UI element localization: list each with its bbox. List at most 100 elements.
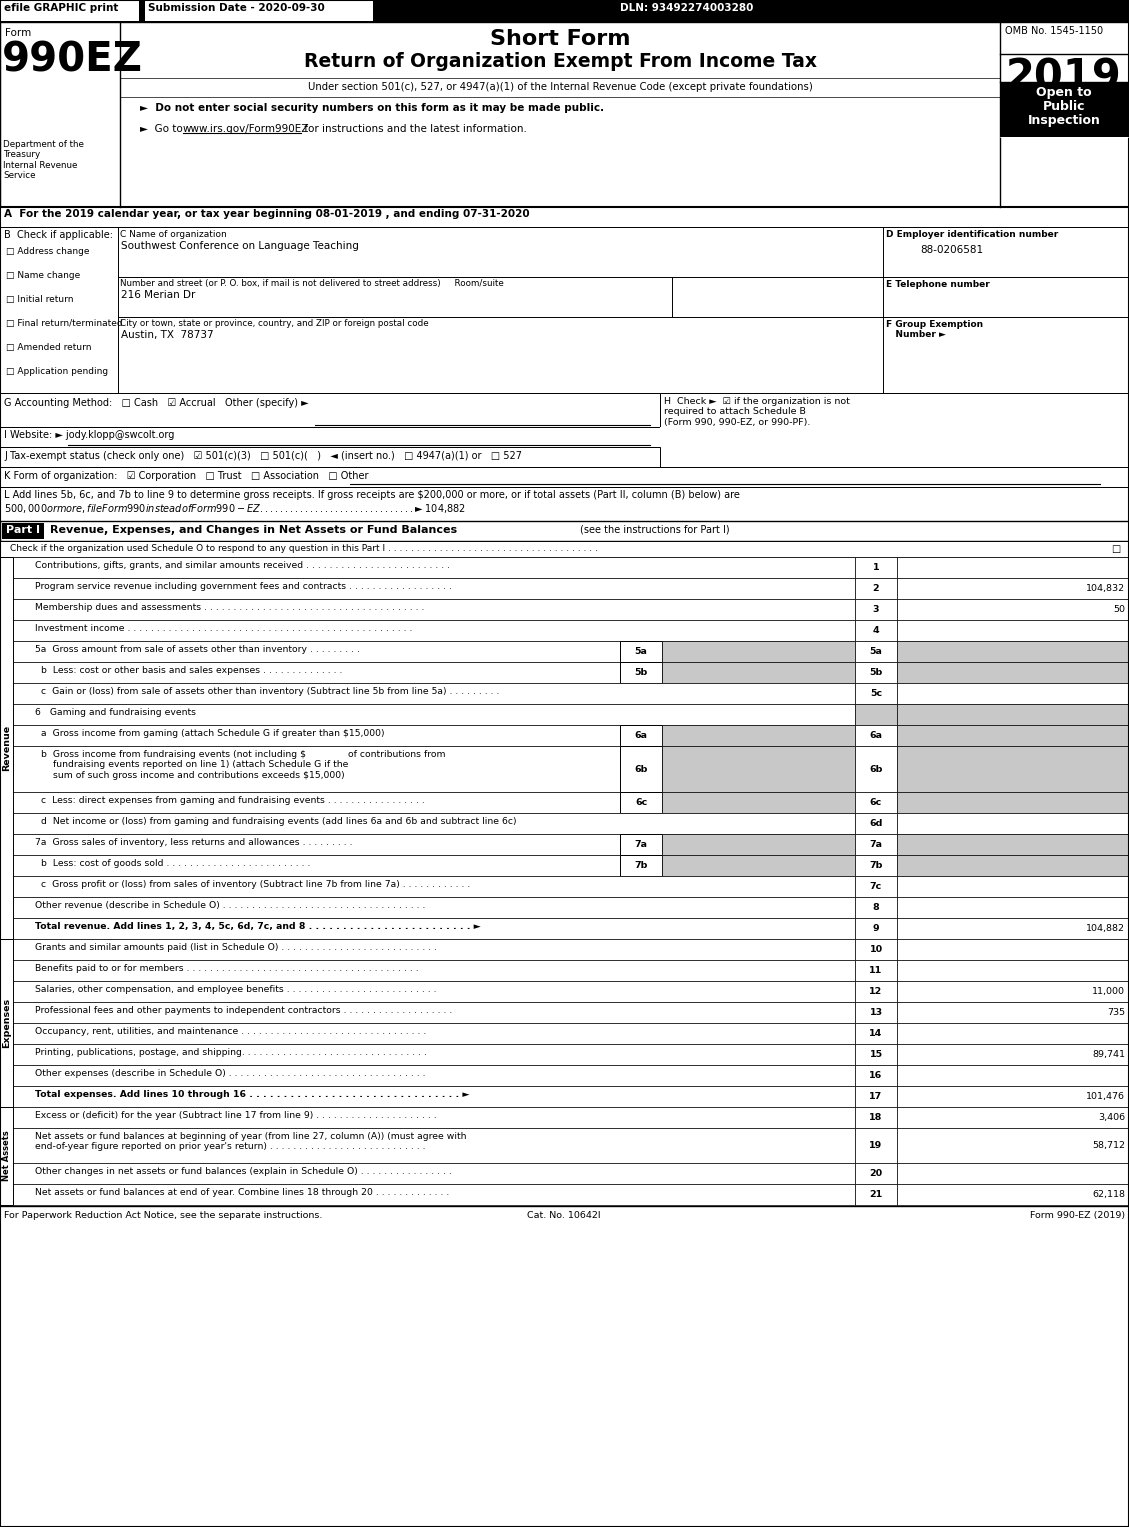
Text: 8: 8 — [873, 902, 879, 912]
Bar — [0, 21, 1129, 208]
Bar — [1, 2, 139, 21]
Bar — [855, 793, 898, 812]
Bar — [662, 641, 855, 663]
Text: F Group Exemption
   Number ►: F Group Exemption Number ► — [886, 321, 983, 339]
Text: Program service revenue including government fees and contracts . . . . . . . . : Program service revenue including govern… — [35, 582, 452, 591]
Bar — [620, 641, 662, 663]
Text: DLN: 93492274003280: DLN: 93492274003280 — [620, 3, 753, 14]
Text: □: □ — [1111, 544, 1120, 554]
Text: Net Assets: Net Assets — [2, 1130, 11, 1182]
Text: 5a: 5a — [634, 647, 647, 657]
Text: J Tax-exempt status (check only one)   ☑ 501(c)(3)   □ 501(c)(   )   ◄ (insert n: J Tax-exempt status (check only one) ☑ 5… — [5, 450, 522, 461]
Text: G Accounting Method:   □ Cash   ☑ Accrual   Other (specify) ►: G Accounting Method: □ Cash ☑ Accrual Ot… — [5, 399, 308, 408]
Text: 89,741: 89,741 — [1092, 1051, 1124, 1060]
Bar — [0, 208, 1129, 228]
Text: L Add lines 5b, 6c, and 7b to line 9 to determine gross receipts. If gross recei: L Add lines 5b, 6c, and 7b to line 9 to … — [5, 490, 739, 499]
Bar — [620, 855, 662, 876]
Bar — [855, 980, 898, 1002]
Text: Open to: Open to — [1036, 86, 1092, 99]
Text: OMB No. 1545-1150: OMB No. 1545-1150 — [1005, 26, 1103, 37]
Text: 6   Gaming and fundraising events: 6 Gaming and fundraising events — [35, 709, 196, 718]
Text: 6a: 6a — [634, 731, 648, 741]
Text: 7b: 7b — [869, 861, 883, 870]
Text: d  Net income or (loss) from gaming and fundraising events (add lines 6a and 6b : d Net income or (loss) from gaming and f… — [35, 817, 516, 826]
Bar — [898, 1164, 1129, 1183]
Text: b  Less: cost of goods sold . . . . . . . . . . . . . . . . . . . . . . . . .: b Less: cost of goods sold . . . . . . .… — [35, 860, 310, 867]
Bar — [855, 960, 898, 980]
Bar — [898, 960, 1129, 980]
Bar — [14, 855, 620, 876]
Bar — [14, 1044, 855, 1064]
Text: 1: 1 — [873, 563, 879, 573]
Text: 5a  Gross amount from sale of assets other than inventory . . . . . . . . .: 5a Gross amount from sale of assets othe… — [35, 644, 360, 654]
Bar — [855, 1183, 898, 1205]
Bar — [855, 1064, 898, 1086]
Bar — [855, 1023, 898, 1044]
Text: Submission Date - 2020-09-30: Submission Date - 2020-09-30 — [148, 3, 325, 14]
Text: H  Check ►  ☑ if the organization is not
required to attach Schedule B
(Form 990: H Check ► ☑ if the organization is not r… — [664, 397, 850, 428]
Text: Return of Organization Exempt From Income Tax: Return of Organization Exempt From Incom… — [304, 52, 816, 70]
Text: 5b: 5b — [634, 667, 648, 676]
Bar — [855, 599, 898, 620]
Bar — [1000, 82, 1129, 137]
Text: C Name of organization: C Name of organization — [120, 231, 227, 240]
Bar — [620, 747, 662, 793]
Text: Grants and similar amounts paid (list in Schedule O) . . . . . . . . . . . . . .: Grants and similar amounts paid (list in… — [35, 944, 437, 951]
Bar — [855, 1002, 898, 1023]
Bar — [898, 1107, 1129, 1128]
Bar — [898, 834, 1129, 855]
Text: Occupancy, rent, utilities, and maintenance . . . . . . . . . . . . . . . . . . : Occupancy, rent, utilities, and maintena… — [35, 1028, 427, 1035]
Text: 216 Merian Dr: 216 Merian Dr — [121, 290, 195, 299]
Text: 6d: 6d — [869, 818, 883, 828]
Text: 16: 16 — [869, 1070, 883, 1080]
Text: 21: 21 — [869, 1190, 883, 1199]
Bar — [0, 447, 660, 467]
Bar — [14, 704, 855, 725]
Bar — [855, 896, 898, 918]
Text: 6c: 6c — [869, 799, 882, 806]
Bar — [14, 939, 855, 960]
Text: Number and street (or P. O. box, if mail is not delivered to street address)    : Number and street (or P. O. box, if mail… — [120, 279, 504, 289]
Bar — [662, 663, 855, 683]
Bar — [898, 1128, 1129, 1164]
Text: 6b: 6b — [634, 765, 648, 774]
Bar — [660, 428, 1129, 481]
Text: 104,882: 104,882 — [1086, 924, 1124, 933]
Text: 990EZ: 990EZ — [2, 40, 143, 79]
Text: Excess or (deficit) for the year (Subtract line 17 from line 9) . . . . . . . . : Excess or (deficit) for the year (Subtra… — [35, 1112, 437, 1119]
Bar — [14, 1086, 855, 1107]
Text: 7a  Gross sales of inventory, less returns and allowances . . . . . . . . .: 7a Gross sales of inventory, less return… — [35, 838, 352, 847]
Text: Under section 501(c), 527, or 4947(a)(1) of the Internal Revenue Code (except pr: Under section 501(c), 527, or 4947(a)(1)… — [307, 82, 813, 92]
Bar — [620, 663, 662, 683]
Text: b  Gross income from fundraising events (not including $              of contrib: b Gross income from fundraising events (… — [35, 750, 446, 780]
Text: Form 990-EZ (2019): Form 990-EZ (2019) — [1030, 1211, 1124, 1220]
Bar — [855, 747, 898, 793]
Bar — [898, 1064, 1129, 1086]
Bar — [898, 620, 1129, 641]
Text: Salaries, other compensation, and employee benefits . . . . . . . . . . . . . . : Salaries, other compensation, and employ… — [35, 985, 437, 994]
Bar — [620, 725, 662, 747]
Text: Department of the
Treasury
Internal Revenue
Service: Department of the Treasury Internal Reve… — [3, 140, 84, 180]
Bar — [855, 812, 898, 834]
Bar — [855, 620, 898, 641]
Bar — [14, 747, 620, 793]
Bar — [14, 812, 855, 834]
Text: 7b: 7b — [634, 861, 648, 870]
Bar — [0, 428, 660, 447]
Text: 735: 735 — [1106, 1008, 1124, 1017]
Bar — [855, 557, 898, 579]
Text: E Telephone number: E Telephone number — [886, 279, 990, 289]
Text: 13: 13 — [869, 1008, 883, 1017]
Bar — [14, 1128, 855, 1164]
Text: 2: 2 — [873, 583, 879, 592]
Text: ►  Do not enter social security numbers on this form as it may be made public.: ► Do not enter social security numbers o… — [140, 102, 604, 113]
Bar — [662, 725, 855, 747]
Bar — [898, 939, 1129, 960]
Text: Check if the organization used Schedule O to respond to any question in this Par: Check if the organization used Schedule … — [10, 544, 598, 553]
Text: Cat. No. 10642I: Cat. No. 10642I — [527, 1211, 601, 1220]
Bar — [898, 704, 1129, 725]
Text: City or town, state or province, country, and ZIP or foreign postal code: City or town, state or province, country… — [120, 319, 429, 328]
Bar — [855, 683, 898, 704]
Text: 5b: 5b — [869, 667, 883, 676]
Text: Total expenses. Add lines 10 through 16 . . . . . . . . . . . . . . . . . . . . : Total expenses. Add lines 10 through 16 … — [35, 1090, 470, 1099]
